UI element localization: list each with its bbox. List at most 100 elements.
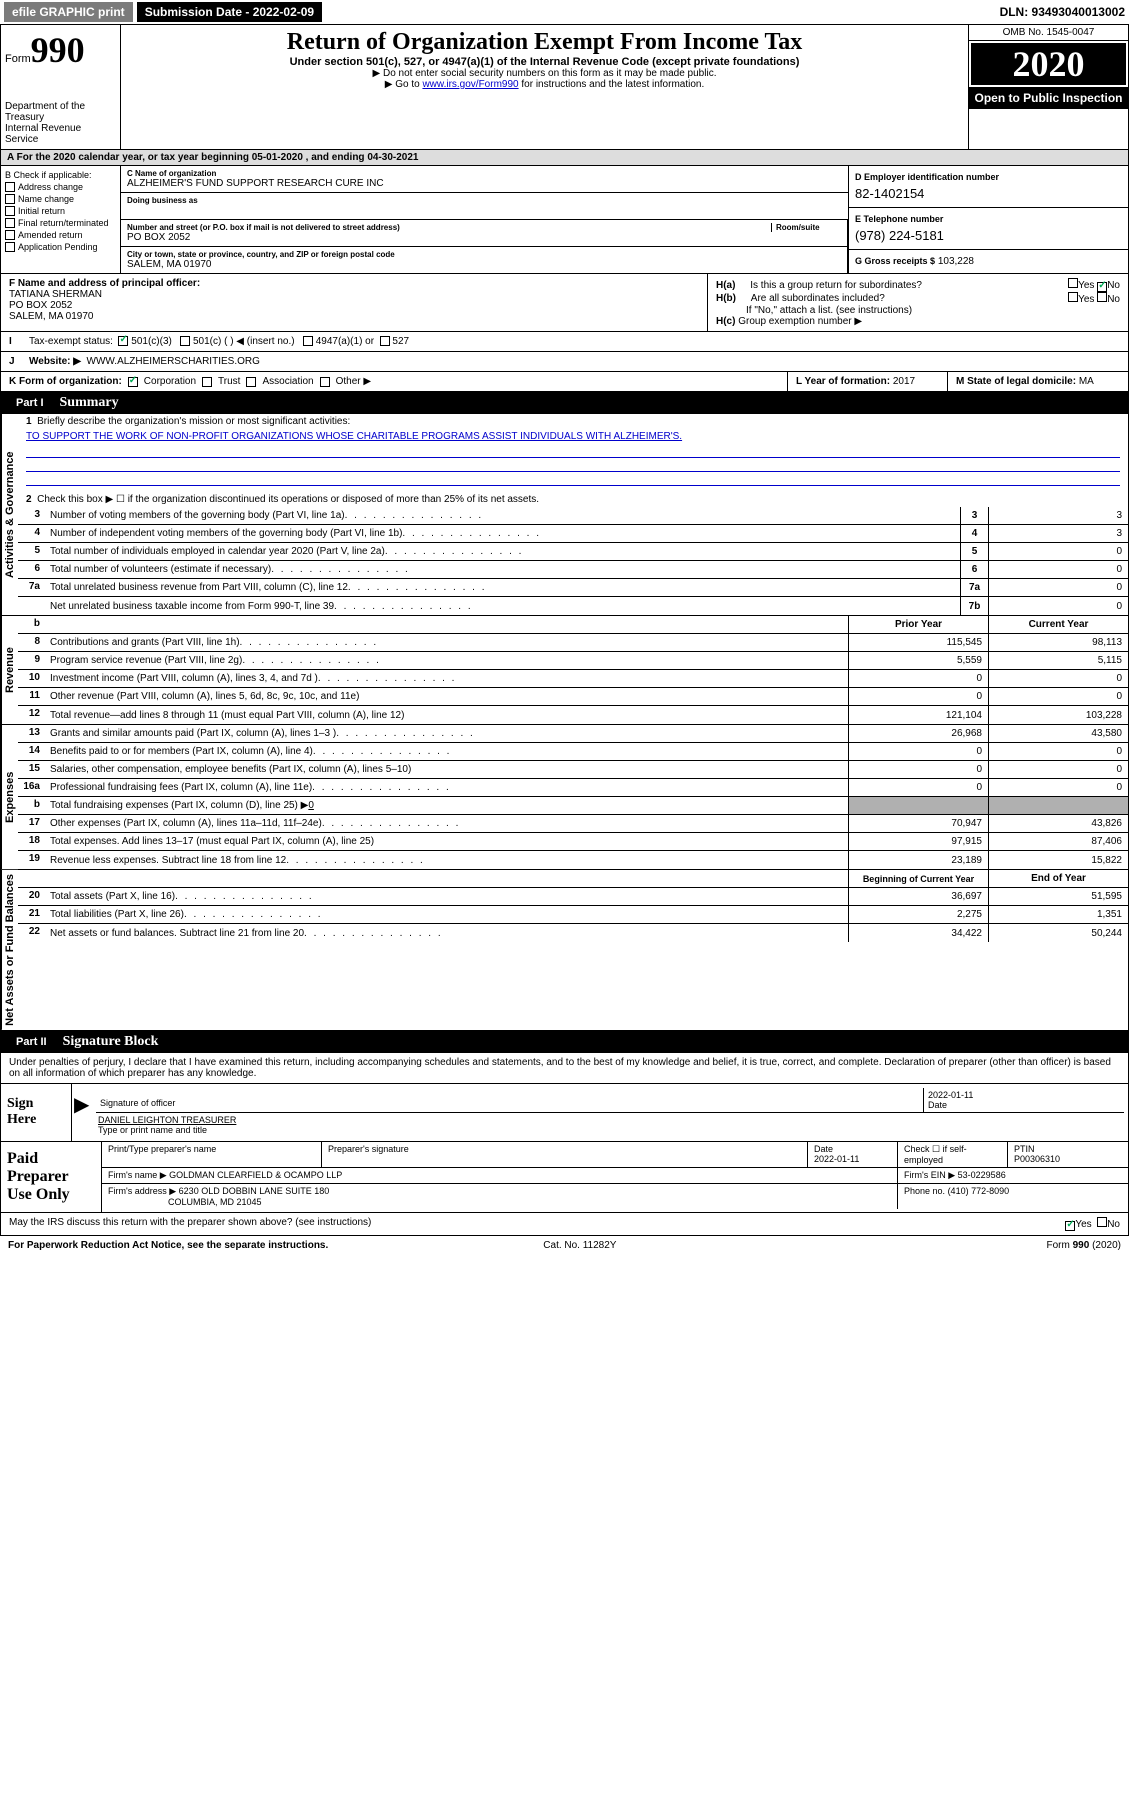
hb-note: If "No," attach a list. (see instruction… [716,305,1120,316]
phone-value: (978) 224-5181 [855,228,1122,243]
line3-text: Number of voting members of the governin… [50,510,345,521]
cat-number: Cat. No. 11282Y [543,1240,616,1251]
org-name-label: C Name of organization [127,169,842,178]
klm-row: K Form of organization: Corporation Trus… [0,372,1129,392]
blank-line [26,444,1120,458]
line3-val: 3 [988,507,1128,524]
line18-py: 97,915 [848,833,988,850]
line16b-val: 0 [308,800,314,811]
submission-date-button[interactable]: Submission Date - 2022-02-09 [137,2,322,22]
governance-section: Activities & Governance 1 Briefly descri… [0,414,1129,616]
end-year-header: End of Year [988,870,1128,887]
4947-checkbox[interactable] [303,336,313,346]
amended-return-checkbox[interactable] [5,230,15,240]
line9-cy: 5,115 [988,652,1128,669]
assoc-checkbox[interactable] [246,377,256,387]
trust-checkbox[interactable] [202,377,212,387]
line16b-shaded1 [848,797,988,814]
527-checkbox[interactable] [380,336,390,346]
line6-text: Total number of volunteers (estimate if … [50,564,271,575]
line11-py: 0 [848,688,988,705]
top-bar: efile GRAPHIC print Submission Date - 20… [0,0,1129,25]
line22-cy: 50,244 [988,924,1128,942]
line21-text: Total liabilities (Part X, line 26) [50,909,184,920]
dln-label: DLN: 93493040013002 [1000,5,1125,19]
current-year-header: Current Year [988,616,1128,633]
address-change-checkbox[interactable] [5,182,15,192]
line17-text: Other expenses (Part IX, column (A), lin… [50,818,322,829]
tax-year: 2020 [969,41,1128,87]
website-row: J Website: ▶ WWW.ALZHEIMERSCHARITIES.ORG [0,352,1129,372]
officer-name: TATIANA SHERMAN [9,289,699,300]
sig-date-val: 2022-01-11 [928,1090,973,1100]
initial-return-checkbox[interactable] [5,206,15,216]
officer-label: F Name and address of principal officer: [9,278,699,289]
right-info-col: D Employer identification number 82-1402… [848,166,1128,273]
discuss-no-checkbox[interactable] [1097,1217,1107,1227]
line14-py: 0 [848,743,988,760]
form-title: Return of Organization Exempt From Incom… [125,29,964,56]
omb-number: OMB No. 1545-0047 [969,25,1128,41]
line16a-text: Professional fundraising fees (Part IX, … [50,782,312,793]
firm-name: GOLDMAN CLEARFIELD & OCAMPO LLP [169,1170,342,1180]
501c-checkbox[interactable] [180,336,190,346]
firm-name-label: Firm's name ▶ [108,1170,167,1180]
name-change-checkbox[interactable] [5,194,15,204]
mission-text[interactable]: TO SUPPORT THE WORK OF NON-PROFIT ORGANI… [26,431,682,442]
net-assets-vert-label: Net Assets or Fund Balances [1,870,18,1030]
line10-text: Investment income (Part VIII, column (A)… [50,673,318,684]
part1-label: Part I [8,397,52,409]
501c3-checkbox[interactable] [118,336,128,346]
addr-label: Number and street (or P.O. box if mail i… [127,223,771,232]
form-header: Form990 Department of the Treasury Inter… [0,25,1129,150]
ha-yes-checkbox[interactable] [1068,278,1078,288]
irs-link[interactable]: www.irs.gov/Form990 [422,79,518,90]
discuss-yes-checkbox[interactable] [1065,1221,1075,1231]
sign-here-label: Sign Here [1,1084,71,1141]
prep-date-label: Date [814,1144,833,1154]
discuss-text: May the IRS discuss this return with the… [9,1217,371,1231]
other-checkbox[interactable] [320,377,330,387]
hb-no-checkbox[interactable] [1097,292,1107,302]
begin-year-header: Beginning of Current Year [848,870,988,887]
inspection-label: Open to Public Inspection [969,87,1128,109]
line13-text: Grants and similar amounts paid (Part IX… [50,728,336,739]
irs-label: Internal Revenue Service [5,123,116,145]
ssn-note: ▶ Do not enter social security numbers o… [125,68,964,79]
line12-cy: 103,228 [988,706,1128,724]
link-note: ▶ Go to www.irs.gov/Form990 for instruct… [125,79,964,90]
form-page-label: Form 990 (2020) [1047,1240,1121,1251]
sig-name: DANIEL LEIGHTON TREASURER [98,1115,1122,1125]
box-b-label: B Check if applicable: [5,170,116,180]
ha-no-checkbox[interactable] [1097,282,1107,292]
domicile-label: M State of legal domicile: [956,376,1076,387]
box-c: C Name of organization ALZHEIMER'S FUND … [121,166,848,273]
efile-print-button[interactable]: efile GRAPHIC print [4,2,133,22]
prior-year-header: Prior Year [848,616,988,633]
preparer-label: Paid Preparer Use Only [1,1142,101,1212]
expenses-vert-label: Expenses [1,725,18,869]
app-pending-checkbox[interactable] [5,242,15,252]
hb-yes-checkbox[interactable] [1068,292,1078,302]
year-formation: 2017 [893,376,915,387]
corp-checkbox[interactable] [128,377,138,387]
part1-header: Part I Summary [0,392,1129,414]
line7a-text: Total unrelated business revenue from Pa… [50,582,348,593]
final-return-checkbox[interactable] [5,218,15,228]
type-name-label: Type or print name and title [98,1125,1122,1135]
revenue-vert-label: Revenue [1,616,18,724]
website-value: WWW.ALZHEIMERSCHARITIES.ORG [87,356,260,367]
line10-cy: 0 [988,670,1128,687]
street-address: PO BOX 2052 [127,232,841,243]
line21-py: 2,275 [848,906,988,923]
hb-text: Are all subordinates included? [751,293,885,304]
form-subtitle: Under section 501(c), 527, or 4947(a)(1)… [125,56,964,68]
line15-cy: 0 [988,761,1128,778]
line16a-cy: 0 [988,779,1128,796]
prep-name-label: Print/Type preparer's name [102,1142,322,1167]
ha-text: Is this a group return for subordinates? [750,280,922,291]
line12-py: 121,104 [848,706,988,724]
tax-exempt-label: Tax-exempt status: [29,336,113,347]
part2-title: Signature Block [63,1034,159,1050]
firm-ein: 53-0229586 [958,1170,1006,1180]
